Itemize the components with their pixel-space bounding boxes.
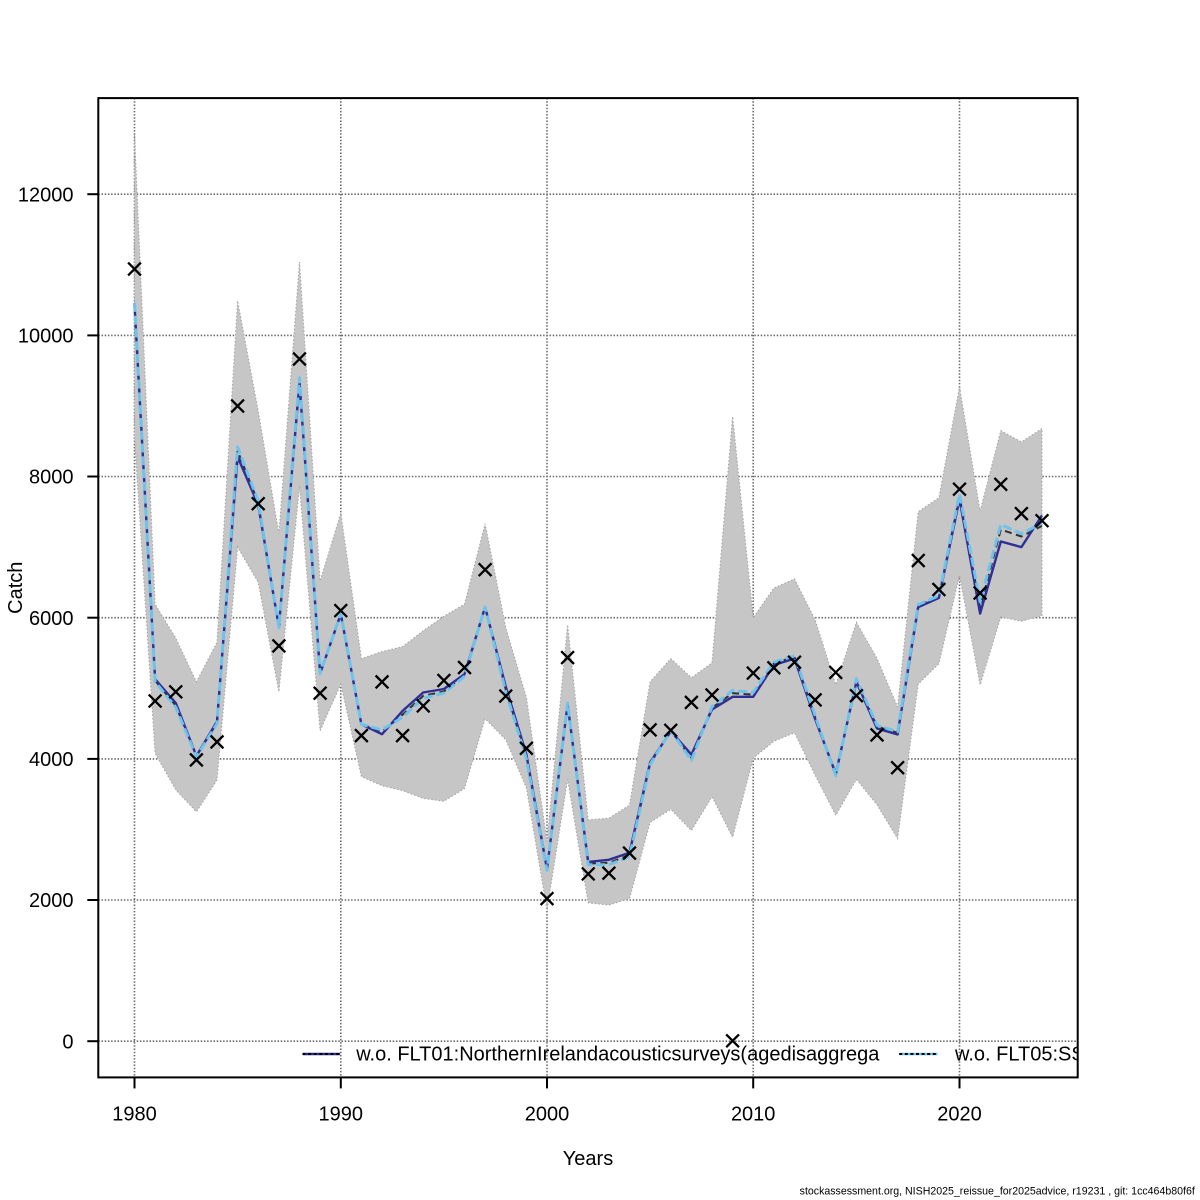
svg-text:2020: 2020 — [937, 1104, 982, 1126]
svg-text:Catch: Catch — [5, 562, 27, 614]
svg-text:2000: 2000 — [29, 890, 74, 912]
svg-text:6000: 6000 — [29, 608, 74, 630]
svg-text:w.o. FLT05:SSBindexfromNINEL: w.o. FLT05:SSBindexfromNINEL — [954, 1044, 1200, 1066]
svg-text:1980: 1980 — [112, 1104, 157, 1126]
svg-text:10000: 10000 — [18, 326, 74, 348]
svg-text:12000: 12000 — [18, 184, 74, 206]
svg-text:4000: 4000 — [29, 749, 74, 771]
svg-text:2000: 2000 — [525, 1104, 570, 1126]
svg-text:Years: Years — [563, 1148, 613, 1170]
svg-text:8000: 8000 — [29, 467, 74, 489]
svg-text:1990: 1990 — [319, 1104, 364, 1126]
svg-text:w.o. FLT01:NorthernIrelandacou: w.o. FLT01:NorthernIrelandacousticsurvey… — [355, 1044, 880, 1066]
svg-text:stockassessment.org, NISH2025_: stockassessment.org, NISH2025_reissue_fo… — [800, 1186, 1195, 1198]
svg-text:0: 0 — [62, 1031, 73, 1053]
svg-text:2010: 2010 — [731, 1104, 776, 1126]
